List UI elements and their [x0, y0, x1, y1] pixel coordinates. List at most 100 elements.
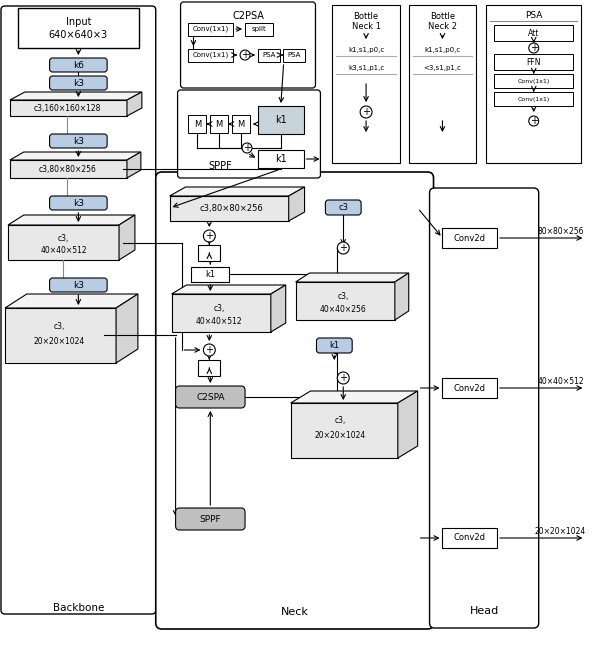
Text: k3: k3: [73, 198, 84, 207]
Text: 20×20×1024: 20×20×1024: [535, 526, 586, 536]
FancyBboxPatch shape: [156, 172, 433, 629]
Text: +: +: [339, 243, 348, 253]
Polygon shape: [398, 391, 418, 458]
Text: Conv(1x1): Conv(1x1): [517, 96, 550, 101]
Polygon shape: [170, 196, 289, 221]
FancyBboxPatch shape: [50, 76, 107, 90]
Text: Neck 2: Neck 2: [428, 21, 457, 30]
Text: k1: k1: [275, 115, 287, 125]
Text: Head: Head: [469, 606, 498, 616]
Polygon shape: [295, 273, 408, 282]
FancyBboxPatch shape: [408, 5, 476, 163]
Text: c3,: c3,: [54, 322, 65, 331]
Text: c3,160×160×128: c3,160×160×128: [34, 103, 101, 112]
Polygon shape: [8, 215, 135, 225]
Text: Att: Att: [528, 28, 539, 37]
Text: k1: k1: [205, 269, 215, 278]
Text: +: +: [530, 43, 538, 53]
Text: +: +: [205, 345, 213, 355]
Text: +: +: [339, 373, 348, 383]
Text: 20×20×1024: 20×20×1024: [34, 337, 85, 346]
Text: 40×40×512: 40×40×512: [40, 245, 87, 255]
FancyBboxPatch shape: [18, 8, 139, 48]
FancyBboxPatch shape: [317, 338, 352, 353]
Text: Conv(1x1): Conv(1x1): [192, 26, 229, 32]
Polygon shape: [8, 225, 119, 260]
Circle shape: [529, 43, 539, 53]
FancyBboxPatch shape: [188, 49, 233, 62]
FancyBboxPatch shape: [181, 2, 316, 88]
Text: split: split: [252, 26, 266, 32]
FancyBboxPatch shape: [283, 49, 304, 62]
Text: c3,80×80×256: c3,80×80×256: [38, 165, 96, 174]
Text: C2SPA: C2SPA: [196, 393, 224, 402]
Text: k1,s1,p0,c: k1,s1,p0,c: [348, 47, 384, 53]
FancyBboxPatch shape: [188, 115, 207, 133]
FancyBboxPatch shape: [258, 106, 304, 134]
Polygon shape: [5, 308, 116, 363]
Circle shape: [240, 50, 250, 60]
Text: Neck 1: Neck 1: [352, 21, 381, 30]
FancyBboxPatch shape: [188, 23, 233, 36]
Circle shape: [337, 242, 349, 254]
Circle shape: [337, 372, 349, 384]
FancyBboxPatch shape: [494, 25, 574, 41]
Polygon shape: [127, 152, 141, 178]
Text: c3,: c3,: [337, 291, 349, 300]
Text: Conv2d: Conv2d: [453, 233, 485, 242]
Text: k1: k1: [275, 154, 287, 164]
FancyBboxPatch shape: [486, 5, 581, 163]
Polygon shape: [291, 391, 418, 403]
FancyBboxPatch shape: [50, 196, 107, 210]
Polygon shape: [119, 215, 135, 260]
Text: 20×20×1024: 20×20×1024: [315, 430, 366, 439]
Circle shape: [360, 106, 372, 118]
FancyBboxPatch shape: [198, 245, 220, 261]
Text: 80×80×256: 80×80×256: [538, 227, 584, 236]
Text: Neck: Neck: [281, 607, 308, 617]
Polygon shape: [295, 282, 395, 320]
Polygon shape: [10, 152, 141, 160]
Text: 40×40×512: 40×40×512: [196, 317, 243, 326]
Text: 40×40×256: 40×40×256: [320, 304, 366, 313]
Text: k3: k3: [73, 280, 84, 289]
Text: k3: k3: [73, 79, 84, 87]
FancyBboxPatch shape: [245, 23, 273, 36]
Polygon shape: [291, 403, 398, 458]
FancyBboxPatch shape: [232, 115, 250, 133]
Text: +: +: [362, 107, 370, 117]
Text: +: +: [205, 231, 213, 241]
FancyBboxPatch shape: [430, 188, 539, 628]
Text: Bottle: Bottle: [430, 12, 455, 21]
Text: Conv(1x1): Conv(1x1): [517, 79, 550, 83]
Text: PSA: PSA: [287, 52, 300, 58]
FancyBboxPatch shape: [50, 58, 107, 72]
Text: <3,s1,p1,c: <3,s1,p1,c: [423, 65, 461, 71]
FancyBboxPatch shape: [494, 92, 574, 106]
FancyBboxPatch shape: [258, 150, 304, 168]
FancyBboxPatch shape: [210, 115, 228, 133]
Text: k1: k1: [329, 340, 339, 349]
Text: FFN: FFN: [526, 57, 541, 67]
FancyBboxPatch shape: [332, 5, 400, 163]
FancyBboxPatch shape: [50, 134, 107, 148]
FancyBboxPatch shape: [326, 200, 361, 215]
Text: SPPF: SPPF: [208, 161, 232, 171]
Text: PSA: PSA: [525, 10, 542, 19]
Text: +: +: [243, 143, 251, 153]
Polygon shape: [271, 285, 286, 332]
FancyBboxPatch shape: [191, 267, 229, 282]
Text: +: +: [241, 50, 249, 60]
Text: Conv2d: Conv2d: [453, 384, 485, 393]
Polygon shape: [10, 160, 127, 178]
Text: c3,: c3,: [58, 233, 69, 242]
Polygon shape: [127, 92, 142, 116]
Polygon shape: [172, 285, 286, 294]
Polygon shape: [395, 273, 408, 320]
FancyBboxPatch shape: [258, 49, 280, 62]
FancyBboxPatch shape: [176, 386, 245, 408]
Circle shape: [204, 344, 215, 356]
Polygon shape: [10, 92, 142, 100]
Text: Backbone: Backbone: [53, 603, 104, 613]
Text: 40×40×512: 40×40×512: [537, 377, 584, 386]
